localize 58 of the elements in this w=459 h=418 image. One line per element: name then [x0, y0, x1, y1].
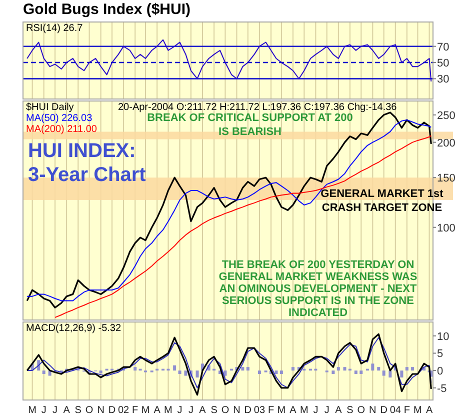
- chart-title: Gold Bugs Index ($HUI): [23, 1, 191, 18]
- text: $HUI Daily: [26, 102, 74, 113]
- x-tick-label: S: [210, 405, 218, 416]
- y-tick-label: 0: [437, 366, 444, 378]
- y-tick-label: 50: [437, 58, 450, 70]
- x-tick-label: F: [404, 405, 410, 416]
- x-tick-label: O: [357, 405, 366, 416]
- y-tick-label: 250: [437, 110, 456, 122]
- annotation: GENERAL MARKET 1st CRASH TARGET ZONE: [320, 188, 444, 214]
- x-tick-label: N: [97, 405, 104, 416]
- x-tick-label: 04: [390, 405, 402, 416]
- x-tick-label: M: [141, 405, 150, 416]
- chart-subtitle: 20-Apr-2004 O:211.72 H:211.72 L:197.36 C:197.36 Chg:-14.36: [118, 102, 398, 113]
- y-tick-label: 100: [437, 222, 456, 234]
- x-tick-label: D: [244, 405, 252, 416]
- x-tick-label: A: [199, 405, 206, 416]
- x-tick-label: 02: [118, 405, 130, 416]
- y-tick-label: 30: [437, 74, 450, 86]
- x-tick-label: J: [52, 405, 58, 416]
- x-tick-label: D: [380, 405, 388, 416]
- x-tick-label: M: [300, 405, 308, 416]
- x-tick-label: M: [28, 405, 36, 416]
- y-tick-label: 10: [437, 330, 450, 343]
- x-tick-label: J: [41, 405, 46, 416]
- x-tick-label: J: [188, 405, 194, 416]
- y-tick-label: -5: [437, 382, 447, 395]
- x-tick-label: A: [154, 405, 161, 416]
- x-tick-label: N: [369, 405, 376, 416]
- text: MA(200) 211.00: [26, 124, 98, 135]
- y-tick-label: 70: [437, 41, 450, 54]
- x-tick-label: F: [132, 405, 138, 416]
- x-tick-label: J: [324, 405, 330, 416]
- x-tick-label: O: [221, 405, 230, 416]
- x-tick-label: F: [268, 405, 274, 416]
- x-tick-label: N: [233, 405, 240, 416]
- y-tick-label: 200: [437, 137, 456, 150]
- annotation: HUI INDEX: 3-Year Chart: [28, 140, 146, 186]
- x-tick-label: O: [85, 405, 94, 416]
- annotation: BREAK OF CRITICAL SUPPORT AT 200 IS BEARISH: [147, 112, 353, 138]
- x-tick-label: M: [414, 405, 422, 416]
- x-tick-label: A: [426, 405, 433, 416]
- x-tick-label: M: [164, 405, 172, 416]
- y-tick-label: 150: [437, 172, 456, 185]
- x-tick-label: 03: [254, 405, 266, 416]
- series-label: RSI(14) 26.7: [26, 23, 84, 34]
- text: MA(50) 226.03: [26, 113, 93, 124]
- x-tick-label: M: [277, 405, 286, 416]
- text: MACD(12,26,9) -5.32: [26, 323, 122, 334]
- annotation: THE BREAK OF 200 YESTERDAY ON GENERAL MARKET WEAKNESS WAS AN OMINOUS DEVELOPMENT - NEXT SERIOUS SUPPORT IS IN THE ZONE INDICATED: [218, 259, 418, 319]
- x-tick-label: S: [74, 405, 82, 416]
- x-tick-label: A: [335, 405, 342, 416]
- x-tick-label: J: [177, 405, 182, 416]
- x-tick-label: D: [108, 405, 116, 416]
- y-tick-label: 5: [437, 348, 444, 360]
- x-tick-label: J: [313, 405, 318, 416]
- x-tick-label: A: [290, 405, 297, 416]
- x-tick-label: S: [346, 405, 354, 416]
- x-tick-label: A: [63, 405, 70, 416]
